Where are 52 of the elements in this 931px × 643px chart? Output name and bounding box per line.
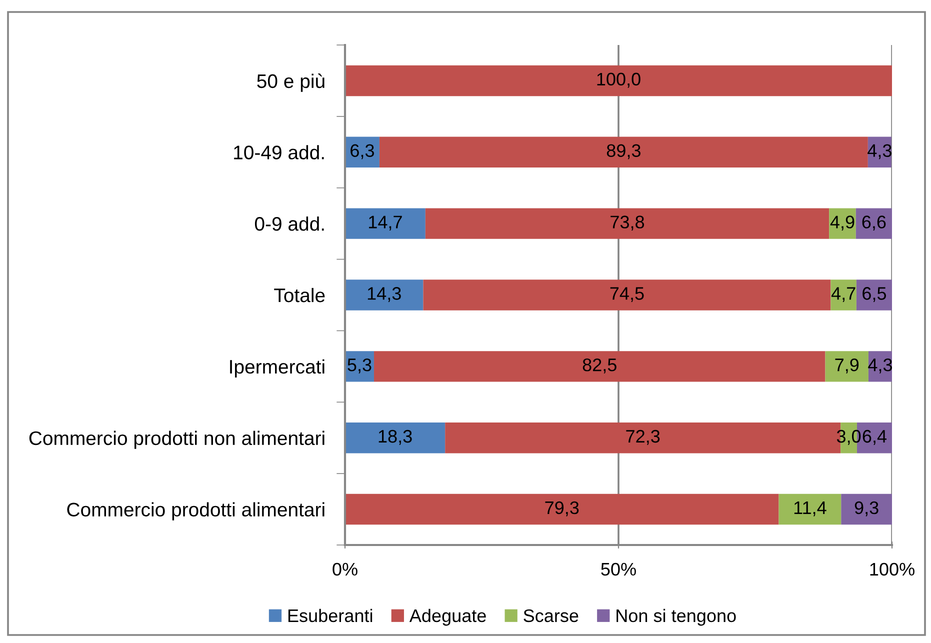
bar xyxy=(345,65,892,96)
bar xyxy=(345,280,424,310)
bar xyxy=(425,208,830,239)
data-label: 18,3 xyxy=(378,430,412,445)
bar xyxy=(841,494,892,525)
bar xyxy=(778,494,842,525)
data-label: 5,3 xyxy=(348,358,372,374)
data-label: 6,4 xyxy=(862,430,887,445)
bar xyxy=(345,422,446,454)
data-label: 6,3 xyxy=(350,144,374,160)
data-label: 6,6 xyxy=(862,216,886,231)
data-label: 72,3 xyxy=(626,430,660,445)
y-tick-label: 10-49 add. xyxy=(234,145,324,160)
data-label: 74,5 xyxy=(610,287,644,302)
data-label: 14,7 xyxy=(369,216,402,231)
bar xyxy=(829,208,856,239)
data-label: 79,3 xyxy=(545,501,579,516)
data-label: 9,3 xyxy=(854,501,878,516)
x-tick-label: 100% xyxy=(870,562,914,576)
data-label: 14,3 xyxy=(368,287,401,302)
data-label: 4,9 xyxy=(830,216,854,231)
bar xyxy=(830,280,856,310)
data-label: 100,0 xyxy=(597,72,640,88)
data-label: 73,8 xyxy=(610,216,644,231)
bar xyxy=(374,351,826,382)
bar xyxy=(423,280,831,310)
data-label: 6,5 xyxy=(862,287,886,302)
y-tick-label: Totale xyxy=(274,288,325,302)
data-label: 4,7 xyxy=(831,287,856,302)
y-tick-label: Commercio prodotti alimentari xyxy=(67,502,324,520)
bar xyxy=(856,208,892,239)
bar xyxy=(345,208,426,239)
y-tick-label: 50 e più xyxy=(257,74,324,92)
data-label: 11,4 xyxy=(794,502,826,516)
data-label: 4,3 xyxy=(868,358,892,374)
legend-label: Adeguate xyxy=(409,608,486,626)
data-label: 7,9 xyxy=(835,358,859,374)
x-tick-label: 0% xyxy=(332,562,358,576)
bar xyxy=(345,494,779,525)
legend-label: Non si tengono xyxy=(616,608,736,626)
x-tick-label: 50% xyxy=(601,562,636,576)
bar xyxy=(856,280,892,310)
data-label: 4,3 xyxy=(868,144,892,160)
data-label: 82,5 xyxy=(582,358,616,374)
bar xyxy=(825,351,868,382)
legend-label: Scarse xyxy=(524,609,578,622)
y-tick-label: Ipermercati xyxy=(230,359,324,378)
y-tick-label: 0-9 add. xyxy=(254,216,324,231)
data-label: 89,3 xyxy=(606,144,640,160)
legend-label: Esuberanti xyxy=(288,608,372,622)
y-tick-label: Commercio prodotti non alimentari xyxy=(29,430,324,449)
bar xyxy=(379,136,868,168)
